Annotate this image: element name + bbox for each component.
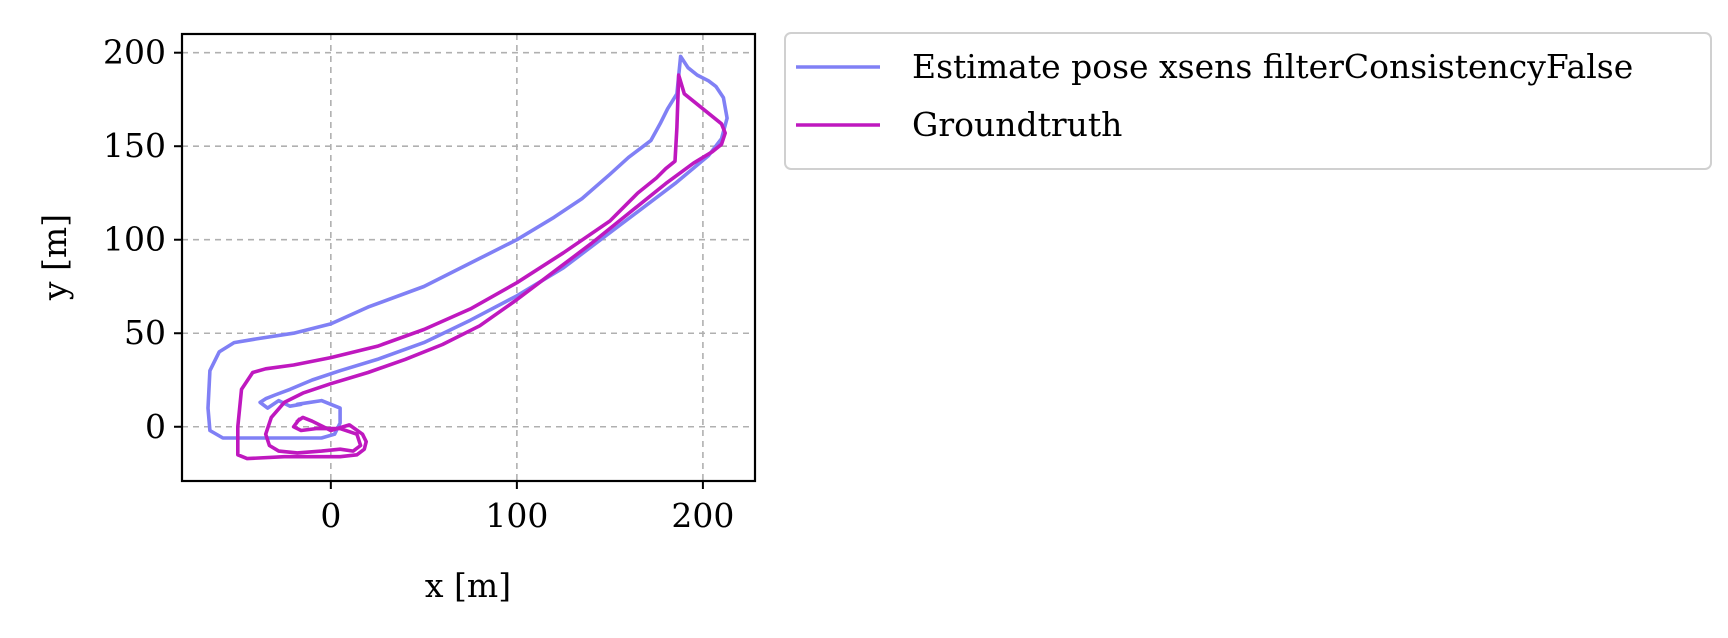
legend-label-1: Groundtruth [912, 105, 1122, 144]
x-tick-label: 100 [485, 496, 548, 535]
y-tick-label: 50 [124, 313, 166, 352]
x-axis-label: x [m] [425, 566, 511, 605]
grid-layer [182, 34, 755, 481]
series-line-1 [236, 73, 728, 461]
y-tick-label: 150 [103, 126, 166, 165]
x-tick-label: 0 [320, 496, 341, 535]
x-tick-label: 200 [671, 496, 734, 535]
legend-box [784, 32, 1712, 170]
series-line-0 [206, 54, 729, 440]
ticks-layer: 0 100 200 0 50 100 150 200 [103, 33, 734, 535]
y-axis-label: y [m] [35, 214, 74, 301]
series-layer [206, 54, 729, 461]
legend-label-0: Estimate pose xsens filterConsistencyFal… [912, 47, 1633, 86]
plot-frame [180, 32, 757, 483]
legend: Estimate pose xsens filterConsistencyFal… [784, 32, 1712, 170]
y-tick-label: 0 [145, 407, 166, 446]
y-tick-label: 100 [103, 220, 166, 259]
y-tick-label: 200 [103, 33, 166, 72]
